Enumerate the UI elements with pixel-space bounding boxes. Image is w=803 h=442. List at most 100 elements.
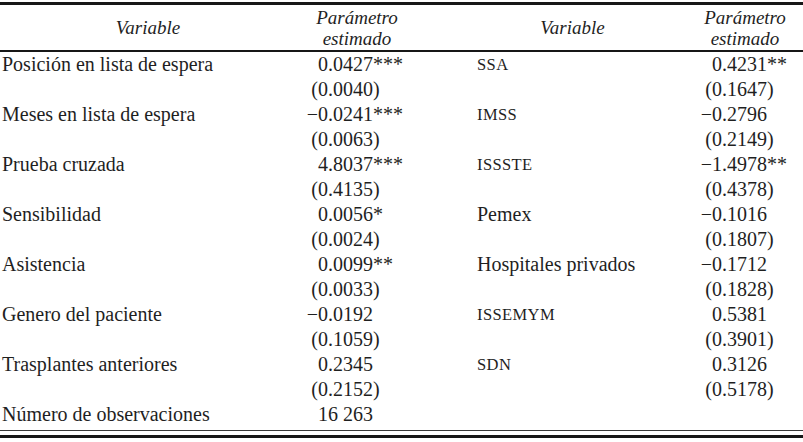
value-number: 0.1016 (712, 202, 767, 227)
column-gap (446, 177, 455, 202)
variable-label: SSA (455, 52, 690, 77)
empty-cell (455, 77, 690, 102)
value-number: 4.8037 (318, 152, 373, 177)
table-row: (0.2152) (0.5178) (0, 377, 803, 402)
observations-value: 16 263 (296, 402, 446, 427)
variable-label: Posición en lista de espera (0, 52, 296, 77)
header-variable-left-label: Variable (93, 17, 203, 38)
estimate-value: 0.5381 (690, 302, 803, 327)
value-number: 0.5381 (712, 302, 767, 327)
value-prefix: ( (690, 377, 712, 402)
empty-cell (455, 227, 690, 252)
estimate-value: −0.2796 (690, 102, 803, 127)
value-prefix: − (296, 302, 318, 327)
empty-cell (455, 277, 690, 302)
value-prefix: ( (296, 327, 318, 352)
empty-cell (455, 177, 690, 202)
value-number: 0.0427 (318, 52, 373, 77)
value-prefix: ( (690, 127, 712, 152)
column-gap (446, 327, 455, 352)
value-number: 0.5178 (712, 377, 767, 402)
variable-label: Meses en lista de espera (0, 102, 296, 127)
column-gap (446, 127, 455, 152)
value-number: 0.0241 (318, 102, 373, 127)
value-suffix: ** (373, 252, 393, 277)
variable-label: Sensibilidad (0, 202, 296, 227)
empty-cell (455, 127, 690, 152)
value-prefix: ( (690, 77, 712, 102)
standard-error-value: (0.2152) (296, 377, 446, 402)
standard-error-value: (0.4378) (690, 177, 803, 202)
value-suffix: *** (373, 52, 403, 77)
value-number: 0.2796 (712, 102, 767, 127)
variable-label: Prueba cruzada (0, 152, 296, 177)
value-number: 0.3126 (712, 352, 767, 377)
value-prefix: ( (690, 227, 712, 252)
standard-error-value: (0.5178) (690, 377, 803, 402)
value-number: 0.2345 (318, 352, 373, 377)
table-row: (0.0063)(0.2149) (0, 127, 803, 152)
header-estimate-right-label: Parámetro estimado (690, 7, 800, 49)
variable-label: Genero del paciente (0, 302, 296, 327)
value-suffix: * (373, 202, 383, 227)
empty-cell (455, 327, 690, 352)
value-number: 0.0192 (318, 302, 373, 327)
value-suffix: ) (373, 377, 380, 402)
estimate-value: 0.0056* (296, 202, 446, 227)
column-gap (446, 227, 455, 252)
table-row: Meses en lista de espera−0.0241***IMSS−0… (0, 102, 803, 127)
value-number: 0.2152 (318, 377, 373, 402)
value-number: 0.4135 (318, 177, 373, 202)
value-number: 0.1647 (712, 77, 767, 102)
table-row: Asistencia0.0099**Hospitales privados−0.… (0, 252, 803, 277)
value-suffix: ) (373, 177, 380, 202)
empty-cell (0, 377, 296, 402)
value-suffix: ) (373, 327, 380, 352)
estimate-value: −1.4978** (690, 152, 803, 177)
estimate-value: 0.3126 (690, 352, 803, 377)
value-suffix: ) (767, 227, 774, 252)
header-estimate-left: Parámetro estimado (296, 7, 446, 49)
empty-cell (0, 227, 296, 252)
estimate-value: −0.0192 (296, 302, 446, 327)
value-number: 0.2149 (712, 127, 767, 152)
estimate-value: −0.0241*** (296, 102, 446, 127)
empty-cell (0, 277, 296, 302)
table-row: Trasplantes anteriores 0.2345 SDN 0.3126 (0, 352, 803, 377)
column-gap (446, 77, 455, 102)
standard-error-value: (0.1059) (296, 327, 446, 352)
column-gap (446, 52, 455, 77)
empty-cell (690, 402, 803, 427)
standard-error-value: (0.1807) (690, 227, 803, 252)
value-prefix: − (690, 252, 712, 277)
variable-label: ISSEMYM (455, 302, 690, 327)
value-number: 0.1712 (712, 252, 767, 277)
variable-label: SDN (455, 352, 690, 377)
standard-error-value: (0.3901) (690, 327, 803, 352)
empty-cell (455, 377, 690, 402)
standard-error-value: (0.4135) (296, 177, 446, 202)
value-suffix: *** (373, 102, 403, 127)
standard-error-value: (0.0024) (296, 227, 446, 252)
table-footer-rule (0, 430, 803, 431)
variable-label: Trasplantes anteriores (0, 352, 296, 377)
value-number: 0.3901 (712, 327, 767, 352)
value-number: 0.0099 (318, 252, 373, 277)
table-row: (0.1059)(0.3901) (0, 327, 803, 352)
empty-cell (455, 402, 690, 427)
empty-cell (0, 177, 296, 202)
empty-cell (0, 127, 296, 152)
header-variable-left: Variable (0, 17, 296, 38)
value-suffix: ) (767, 277, 774, 302)
estimate-value: 0.4231** (690, 52, 803, 77)
value-prefix: ( (296, 77, 318, 102)
table-row: (0.0033)(0.1828) (0, 277, 803, 302)
value-suffix: ** (767, 52, 787, 77)
value-prefix: ( (296, 127, 318, 152)
column-gap (446, 102, 455, 127)
column-gap (446, 302, 455, 327)
value-prefix: ( (690, 327, 712, 352)
header-variable-right: Variable (455, 17, 690, 38)
standard-error-value: (0.0040) (296, 77, 446, 102)
standard-error-value: (0.0063) (296, 127, 446, 152)
